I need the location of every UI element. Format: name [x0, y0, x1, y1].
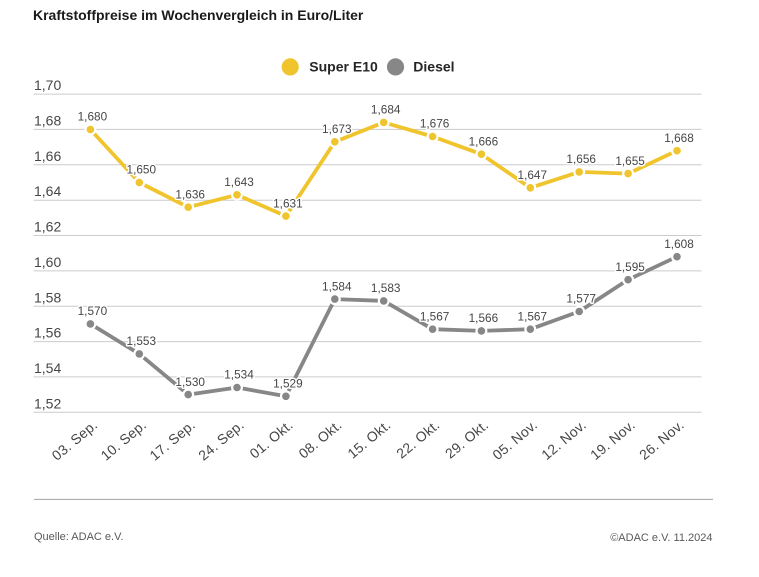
svg-text:1,577: 1,577 — [566, 292, 596, 306]
svg-text:©ADAC e.V. 11.2024: ©ADAC e.V. 11.2024 — [610, 532, 712, 544]
svg-text:1,68: 1,68 — [34, 113, 61, 129]
svg-text:Kraftstoffpreise im Wochenverg: Kraftstoffpreise im Wochenvergleich in E… — [33, 7, 364, 23]
svg-text:1,647: 1,647 — [518, 168, 548, 182]
svg-text:1,650: 1,650 — [127, 163, 157, 177]
svg-text:1,66: 1,66 — [34, 148, 61, 164]
svg-text:Diesel: Diesel — [413, 59, 454, 75]
svg-text:1,70: 1,70 — [34, 77, 61, 93]
svg-text:1,553: 1,553 — [127, 334, 157, 348]
svg-text:1,643: 1,643 — [224, 175, 254, 189]
svg-text:1,534: 1,534 — [224, 368, 254, 382]
svg-text:Quelle: ADAC e.V.: Quelle: ADAC e.V. — [34, 531, 123, 543]
svg-text:1,608: 1,608 — [664, 237, 694, 251]
svg-text:1,668: 1,668 — [664, 131, 694, 145]
svg-text:1,595: 1,595 — [615, 260, 645, 274]
svg-text:1,583: 1,583 — [371, 281, 401, 295]
svg-text:1,58: 1,58 — [34, 289, 61, 305]
svg-text:1,676: 1,676 — [420, 117, 450, 131]
svg-text:1,584: 1,584 — [322, 279, 352, 293]
svg-text:1,570: 1,570 — [78, 304, 108, 318]
svg-text:1,52: 1,52 — [34, 395, 61, 411]
svg-text:1,655: 1,655 — [615, 154, 645, 168]
svg-text:1,656: 1,656 — [566, 152, 596, 166]
svg-text:1,567: 1,567 — [420, 309, 450, 323]
svg-text:1,673: 1,673 — [322, 122, 352, 136]
svg-text:1,631: 1,631 — [273, 196, 303, 210]
svg-text:1,636: 1,636 — [175, 187, 205, 201]
svg-text:1,680: 1,680 — [78, 110, 108, 124]
svg-text:1,529: 1,529 — [273, 377, 303, 391]
svg-text:1,567: 1,567 — [518, 309, 548, 323]
svg-text:1,566: 1,566 — [469, 311, 499, 325]
svg-text:1,62: 1,62 — [34, 219, 61, 235]
svg-text:1,64: 1,64 — [34, 183, 61, 199]
svg-text:1,60: 1,60 — [34, 254, 61, 270]
svg-text:1,56: 1,56 — [34, 325, 61, 341]
svg-text:1,54: 1,54 — [34, 360, 61, 376]
svg-text:1,530: 1,530 — [175, 375, 205, 389]
svg-text:1,684: 1,684 — [371, 103, 401, 117]
svg-text:Super E10: Super E10 — [309, 59, 378, 75]
svg-text:1,666: 1,666 — [469, 134, 499, 148]
